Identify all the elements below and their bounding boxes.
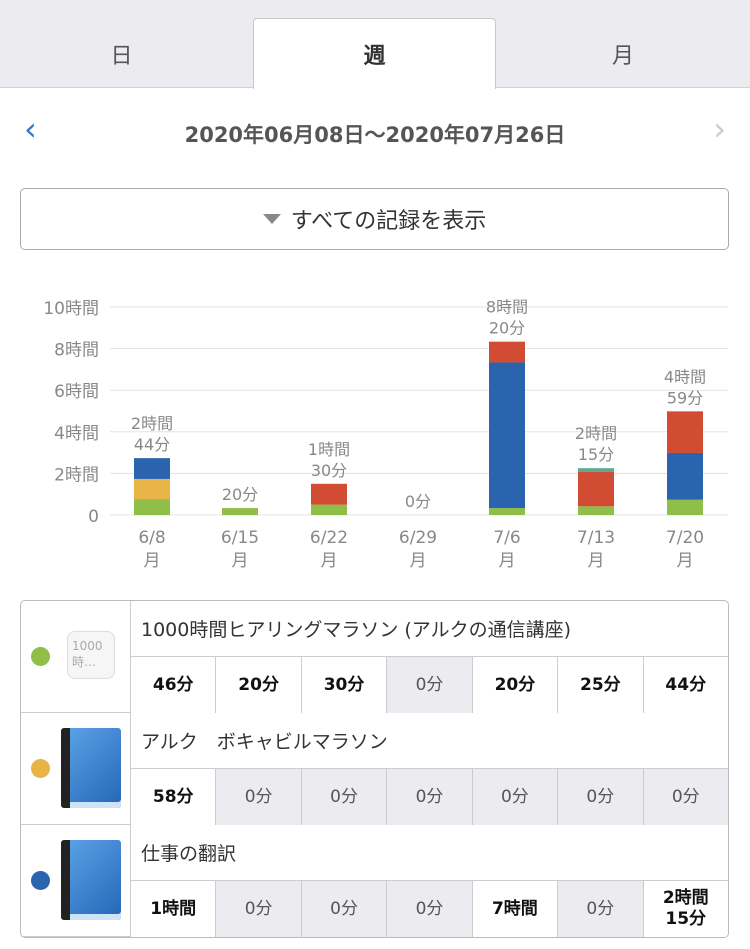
- week-duration-cell: 46分: [131, 657, 217, 713]
- bar-segment[interactable]: [489, 362, 525, 509]
- x-tick-label: 6/15: [221, 528, 259, 548]
- week-duration-cell: 20分: [216, 657, 302, 713]
- x-tick-weekday: 月: [232, 551, 249, 571]
- record-title: アルク ボキャビルマラソン: [131, 713, 728, 769]
- week-duration-cell: 0分: [301, 881, 388, 937]
- bar-total-label: 8時間: [486, 298, 528, 317]
- week-duration-cell: 0分: [216, 769, 302, 825]
- tab-day[interactable]: 日: [110, 43, 133, 69]
- color-dot-icon: [31, 871, 50, 890]
- week-duration-cell: 2時間 15分: [643, 881, 728, 937]
- week-duration-cell: 25分: [558, 657, 644, 713]
- week-duration-cell: 44分: [643, 657, 728, 713]
- record-icon-cell: [21, 713, 131, 825]
- week-duration-cell: 0分: [558, 881, 644, 937]
- bar-total-label: 2時間: [131, 414, 173, 433]
- y-tick-label: 8時間: [54, 341, 99, 361]
- x-tick-weekday: 月: [677, 551, 694, 571]
- bar-total-label: 0分: [405, 492, 431, 511]
- bar-total-label: 59分: [667, 388, 703, 407]
- week-duration-cell: 20分: [472, 657, 559, 713]
- week-duration-cell: 30分: [301, 657, 388, 713]
- bar-total-label: 20分: [489, 319, 525, 338]
- chevron-left-icon[interactable]: ‹: [24, 110, 37, 148]
- caret-down-icon: [262, 214, 281, 224]
- x-tick-weekday: 月: [321, 551, 338, 571]
- thumbnail-image: 1000時…: [67, 631, 115, 679]
- x-tick-label: 7/13: [577, 528, 615, 548]
- period-tabs: 日 週 月: [0, 0, 750, 89]
- bar-segment[interactable]: [311, 483, 347, 505]
- week-duration-cell: 58分: [131, 769, 217, 825]
- bar-segment[interactable]: [134, 478, 170, 500]
- y-tick-label: 6時間: [54, 382, 99, 402]
- bar-segment[interactable]: [578, 468, 614, 472]
- record-table: 1000時… 1000時間ヒアリングマラソン (アルクの通信講座) 46分 20分…: [20, 600, 729, 938]
- bar-segment[interactable]: [489, 508, 525, 515]
- record-icon-cell: [21, 825, 131, 937]
- week-duration-cell: 1時間: [131, 881, 217, 937]
- bar-segment[interactable]: [667, 499, 703, 515]
- bar-segment[interactable]: [578, 471, 614, 507]
- x-tick-label: 6/8: [138, 528, 165, 548]
- bar-total-label: 2時間: [575, 424, 617, 443]
- x-tick-label: 6/29: [399, 528, 437, 548]
- bar-total-label: 4時間: [664, 367, 706, 386]
- week-duration-cell: 0分: [643, 769, 728, 825]
- x-tick-weekday: 月: [144, 551, 161, 571]
- week-duration-cell: 0分: [472, 769, 559, 825]
- bar-segment[interactable]: [134, 458, 170, 479]
- color-dot-icon: [31, 647, 50, 666]
- bar-segment[interactable]: [667, 452, 703, 500]
- week-duration-cell: 0分: [301, 769, 388, 825]
- x-tick-label: 7/20: [666, 528, 704, 548]
- week-duration-cell: 7時間: [472, 881, 559, 937]
- week-duration-cell: 0分: [558, 769, 644, 825]
- y-tick-label: 0: [88, 507, 99, 527]
- week-duration-cell: 0分: [387, 657, 473, 713]
- tab-week[interactable]: 週: [253, 18, 496, 89]
- filter-label: すべての記録を表示: [290, 209, 487, 234]
- chevron-right-icon[interactable]: ›: [713, 110, 726, 148]
- book-icon: [61, 728, 121, 808]
- tab-month[interactable]: 月: [611, 43, 634, 69]
- bar-segment[interactable]: [134, 499, 170, 515]
- bar-segment[interactable]: [489, 341, 525, 363]
- bar-total-label: 30分: [311, 461, 347, 480]
- book-icon: [61, 840, 121, 920]
- bar-segment[interactable]: [222, 508, 258, 515]
- color-dot-icon: [31, 759, 50, 778]
- filter-dropdown[interactable]: すべての記録を表示: [20, 188, 729, 250]
- record-row[interactable]: 1000時… 1000時間ヒアリングマラソン (アルクの通信講座) 46分 20分…: [21, 601, 728, 713]
- record-row[interactable]: アルク ボキャビルマラソン 58分 0分 0分 0分 0分 0分 0分: [21, 713, 728, 825]
- bar-total-label: 20分: [222, 485, 258, 504]
- x-tick-weekday: 月: [499, 551, 516, 571]
- bar-segment[interactable]: [667, 411, 703, 453]
- week-duration-cell: 0分: [216, 881, 302, 937]
- x-tick-label: 7/6: [493, 528, 520, 548]
- x-tick-label: 6/22: [310, 528, 348, 548]
- y-tick-label: 2時間: [54, 465, 99, 485]
- record-title: 1000時間ヒアリングマラソン (アルクの通信講座): [131, 601, 728, 657]
- bar-total-label: 1時間: [308, 440, 350, 459]
- weekly-chart: 0 2時間 4時間 6時間 8時間 10時間 2時間 44分 6/8 月 20分 6/15 月 1時間 30…: [43, 298, 728, 571]
- record-row[interactable]: 仕事の翻訳 1時間 0分 0分 0分 7時間 0分 2時間 15分: [21, 825, 728, 937]
- bar-total-label: 15分: [578, 445, 614, 464]
- x-tick-weekday: 月: [588, 551, 605, 571]
- x-tick-weekday: 月: [410, 551, 427, 571]
- y-tick-label: 10時間: [43, 299, 99, 319]
- y-tick-label: 4時間: [54, 424, 99, 444]
- week-duration-cell: 0分: [387, 881, 473, 937]
- record-icon-cell: 1000時…: [21, 601, 131, 713]
- week-duration-cell: 0分: [387, 769, 473, 825]
- bar-total-label: 44分: [134, 435, 170, 454]
- bar-segment[interactable]: [311, 504, 347, 515]
- date-range: 2020年06月08日〜2020年07月26日: [184, 123, 566, 147]
- bar-segment[interactable]: [578, 506, 614, 515]
- record-title: 仕事の翻訳: [131, 825, 728, 881]
